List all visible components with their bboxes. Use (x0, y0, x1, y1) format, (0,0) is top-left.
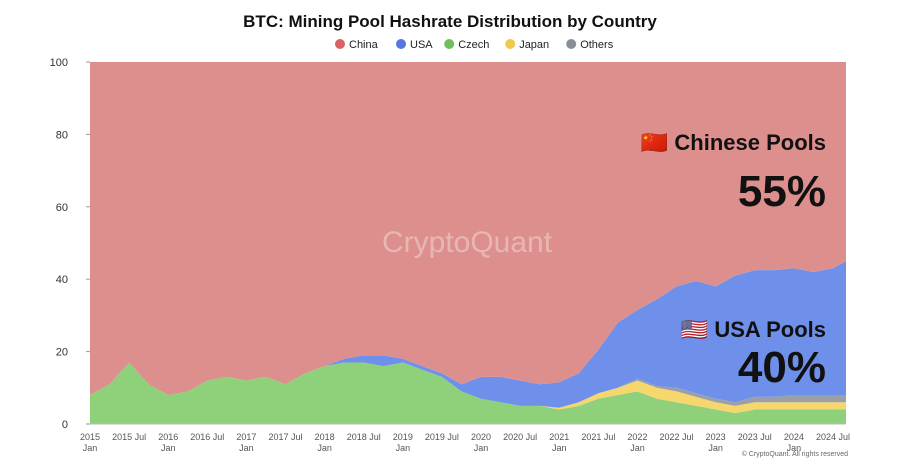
x-tick-label: 2018 Jul (347, 432, 381, 442)
y-tick-label: 100 (50, 57, 68, 69)
x-tick-label: 2019 (393, 432, 413, 442)
legend-swatch (396, 39, 406, 49)
legend-item-japan: Japan (505, 39, 549, 51)
legend-swatch (505, 39, 516, 49)
x-tick-label: 2021 (549, 432, 569, 442)
annotation-value: 40% (738, 343, 826, 392)
x-tick-sublabel: Jan (317, 443, 332, 453)
x-tick-label: 2023 (706, 432, 726, 442)
x-tick-label: 2022 (627, 432, 647, 442)
x-tick-sublabel: Jan (396, 443, 411, 453)
legend-item-usa: USA (396, 39, 433, 51)
y-tick-label: 0 (62, 419, 68, 431)
legend-item-czech: Czech (444, 39, 489, 51)
area-czech (90, 362, 846, 424)
x-tick-label: 2016 (158, 432, 178, 442)
y-axis: 0 20 40 60 80 100 (50, 57, 90, 431)
x-tick-label: 2023 Jul (738, 432, 772, 442)
legend-label: Others (580, 39, 614, 51)
x-tick-label: 2015 (80, 432, 100, 442)
annotation-label: 🇨🇳 Chinese Pools (641, 130, 826, 155)
y-tick-label: 40 (56, 274, 68, 286)
x-tick-label: 2021 Jul (581, 432, 615, 442)
legend-item-others: Others (566, 39, 614, 51)
legend-label: China (349, 39, 379, 51)
area-china (90, 62, 846, 395)
legend-swatch (335, 39, 345, 49)
watermark: CryptoQuant (382, 226, 553, 259)
annotation-value: 55% (738, 167, 826, 216)
copyright-text: © CryptoQuant. All rights reserved (742, 450, 848, 458)
x-tick-label: 2020 (471, 432, 491, 442)
legend: China USA Czech Japan Others (335, 39, 614, 51)
legend-label: Czech (458, 39, 489, 51)
x-tick-sublabel: Jan (239, 443, 254, 453)
x-tick-sublabel: Jan (83, 443, 98, 453)
area-usa (90, 261, 846, 408)
legend-swatch (566, 39, 577, 49)
x-tick-sublabel: Jan (474, 443, 489, 453)
x-tick-label: 2024 (784, 432, 804, 442)
x-tick-sublabel: Jan (630, 443, 645, 453)
x-tick-label: 2019 Jul (425, 432, 459, 442)
x-tick-label: 2018 (315, 432, 335, 442)
legend-item-china: China (335, 39, 379, 51)
area-japan (90, 362, 846, 414)
x-tick-label: 2015 Jul (112, 432, 146, 442)
x-tick-label: 2016 Jul (190, 432, 224, 442)
x-tick-label: 2020 Jul (503, 432, 537, 442)
legend-label: USA (410, 39, 433, 51)
x-tick-sublabel: Jan (552, 443, 567, 453)
annotation-label: 🇺🇸 USA Pools (681, 317, 826, 342)
x-tick-label: 2022 Jul (660, 432, 694, 442)
legend-label: Japan (519, 39, 549, 51)
x-tick-label: 2017 (236, 432, 256, 442)
x-tick-sublabel: Jan (161, 443, 176, 453)
y-tick-label: 80 (56, 129, 68, 141)
y-tick-label: 60 (56, 202, 68, 214)
y-tick-label: 20 (56, 347, 68, 359)
plot-area (90, 62, 846, 424)
x-tick-sublabel: Jan (787, 443, 802, 453)
legend-swatch (444, 39, 455, 49)
chart-title: BTC: Mining Pool Hashrate Distribution b… (243, 12, 657, 31)
x-tick-sublabel: Jan (708, 443, 723, 453)
x-tick-label: 2017 Jul (269, 432, 303, 442)
x-tick-label: 2024 Jul (816, 432, 850, 442)
